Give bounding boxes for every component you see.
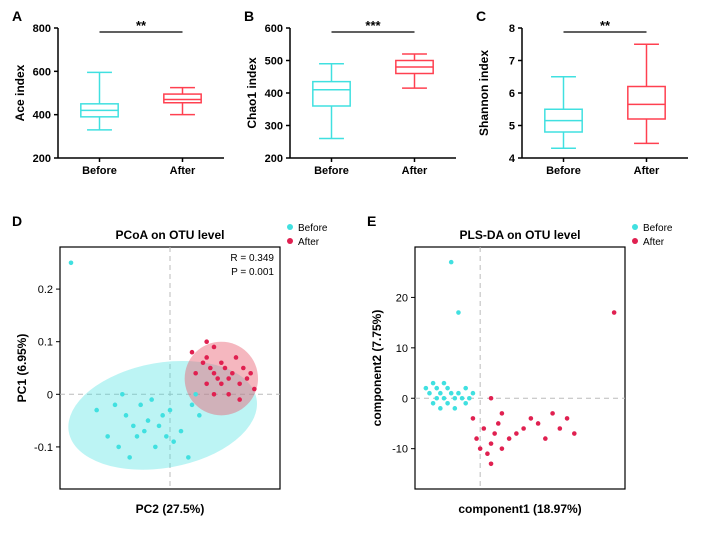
svg-text:**: ** — [136, 18, 147, 33]
svg-text:200: 200 — [33, 153, 51, 165]
panel-c-svg: 4 5 6 7 8 Shannon index Before After ** — [474, 10, 696, 190]
svg-text:800: 800 — [33, 23, 51, 35]
svg-text:After: After — [402, 165, 428, 177]
svg-text:PC2 (27.5%): PC2 (27.5%) — [136, 502, 205, 516]
bottom-row: D -0.1 0 0.1 0.2 PCoA on OTU level PC2 (27.5%… — [10, 215, 698, 530]
panel-a: A 200 400 600 800 Ace index Before After ** — [10, 10, 232, 195]
svg-text:4: 4 — [509, 153, 516, 165]
panel-e-label: E — [367, 213, 376, 229]
svg-text:Before: Before — [82, 165, 117, 177]
panel-b: B 200 300 400 500 600 Chao1 index Before After *… — [242, 10, 464, 195]
svg-text:-0.1: -0.1 — [34, 442, 53, 454]
top-row: A 200 400 600 800 Ace index Before After ** B 2… — [10, 10, 698, 195]
svg-text:Before: Before — [546, 165, 581, 177]
svg-text:After: After — [298, 237, 320, 248]
svg-text:PLS-DA on OTU level: PLS-DA on OTU level — [460, 228, 581, 242]
svg-text:0.2: 0.2 — [38, 284, 53, 296]
svg-text:PCoA on OTU level: PCoA on OTU level — [116, 228, 225, 242]
svg-text:400: 400 — [33, 110, 51, 122]
panel-a-label: A — [12, 8, 22, 24]
figure-root: A 200400600800Ace indexBeforeAfter** B 2… — [10, 10, 698, 530]
svg-text:After: After — [634, 165, 660, 177]
panel-d-label: D — [12, 213, 22, 229]
svg-text:200: 200 — [265, 153, 283, 165]
svg-text:Chao1 index: Chao1 index — [245, 57, 259, 129]
svg-text:400: 400 — [265, 88, 283, 100]
svg-text:8: 8 — [509, 23, 515, 35]
svg-text:10: 10 — [396, 343, 408, 355]
svg-text:PC1 (6.95%): PC1 (6.95%) — [15, 334, 29, 403]
svg-text:0: 0 — [47, 389, 53, 401]
panel-c: C 4 5 6 7 8 Shannon index Before After ** — [474, 10, 696, 195]
svg-text:0: 0 — [402, 393, 408, 405]
panel-e-svg: -10 0 10 20 PLS-DA on OTU level component1 (1… — [365, 215, 695, 525]
svg-text:500: 500 — [265, 56, 283, 68]
svg-text:Before: Before — [643, 223, 673, 234]
panel-d: D -0.1 0 0.1 0.2 PCoA on OTU level PC2 (27.5%… — [10, 215, 350, 530]
panel-b-label: B — [244, 8, 254, 24]
svg-text:0.1: 0.1 — [38, 337, 53, 349]
svg-text:6: 6 — [509, 88, 515, 100]
svg-text:Shannon index: Shannon index — [477, 50, 491, 136]
svg-text:***: *** — [365, 18, 381, 33]
svg-text:Before: Before — [298, 223, 328, 234]
panel-c-label: C — [476, 8, 486, 24]
svg-text:600: 600 — [33, 66, 51, 78]
svg-text:20: 20 — [396, 292, 408, 304]
panel-b-svg: 200 300 400 500 600 Chao1 index Before After *** — [242, 10, 464, 190]
svg-text:P = 0.001: P = 0.001 — [231, 267, 274, 278]
svg-text:After: After — [170, 165, 196, 177]
svg-text:**: ** — [600, 18, 611, 33]
panel-d-svg: -0.1 0 0.1 0.2 PCoA on OTU level PC2 (27.5%) P… — [10, 215, 350, 525]
svg-text:7: 7 — [509, 56, 515, 68]
svg-text:300: 300 — [265, 121, 283, 133]
svg-text:5: 5 — [509, 121, 515, 133]
panel-a-svg: 200 400 600 800 Ace index Before After ** — [10, 10, 232, 190]
svg-text:After: After — [643, 237, 665, 248]
svg-text:Before: Before — [314, 165, 349, 177]
svg-text:600: 600 — [265, 23, 283, 35]
svg-text:-10: -10 — [392, 444, 408, 456]
svg-text:component1 (18.97%): component1 (18.97%) — [458, 502, 581, 516]
svg-text:component2 (7.75%): component2 (7.75%) — [370, 310, 384, 427]
svg-text:Ace index: Ace index — [13, 64, 27, 121]
svg-text:R = 0.349: R = 0.349 — [230, 253, 274, 264]
panel-e: E -10 0 10 20 PLS-DA on OTU level component1 … — [365, 215, 695, 530]
